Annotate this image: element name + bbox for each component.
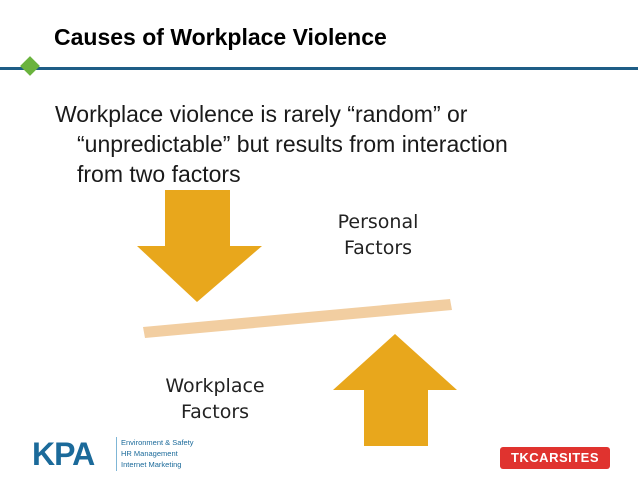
kpa-services: Environment & Safety HR Management Inter… xyxy=(121,437,194,470)
down-arrow-icon xyxy=(137,190,262,302)
balance-bar xyxy=(143,299,452,338)
personal-factors-label: Personal Factors xyxy=(318,209,438,261)
tkcarsites-logo: TKCARSITES xyxy=(500,447,610,469)
kpa-logo-text: KPA xyxy=(32,436,94,473)
kpa-logo: KPA Environment & Safety HR Management I… xyxy=(24,435,204,473)
kpa-divider xyxy=(116,437,117,471)
up-arrow-icon xyxy=(333,334,457,446)
workplace-factors-label: Workplace Factors xyxy=(150,373,280,425)
